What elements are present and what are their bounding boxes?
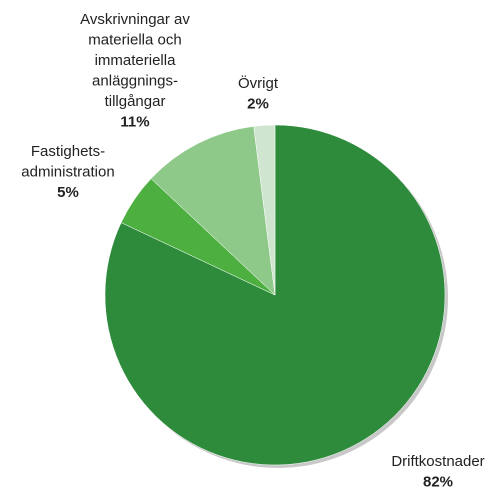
slice-label: immateriella xyxy=(95,52,177,69)
pie-slice xyxy=(253,124,276,296)
slice-label: materiella och xyxy=(88,31,181,48)
slice-label: administration xyxy=(21,163,114,180)
pie-slice xyxy=(104,124,446,466)
slice-label: Fastighets- xyxy=(31,143,105,160)
slice-label: anläggnings- xyxy=(92,72,178,89)
slice-value-label: 11% xyxy=(120,113,149,130)
pie-slice xyxy=(150,126,276,296)
slice-label: tillgångar xyxy=(105,93,166,110)
slice-value-label: 5% xyxy=(57,184,79,201)
slice-value-label: 2% xyxy=(247,95,269,112)
slice-value-label: 82% xyxy=(423,473,453,490)
slice-label: Avskrivningar av xyxy=(80,11,190,28)
slice-label: Driftkostnader xyxy=(391,453,484,470)
slice-label: Övrigt xyxy=(238,74,279,92)
